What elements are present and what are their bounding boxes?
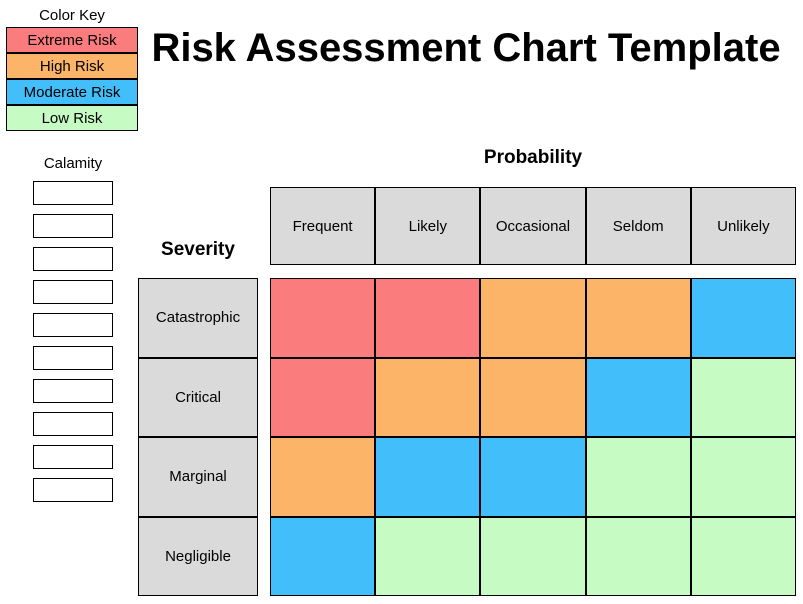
risk-cell-catastrophic-occasional — [480, 278, 586, 358]
color-key-legend: Color Key Extreme Risk High Risk Moderate … — [6, 5, 138, 131]
column-header-seldom: Seldom — [585, 187, 691, 265]
row-header-critical: Critical — [138, 357, 258, 437]
row-header-negligible: Negligible — [138, 516, 258, 596]
risk-cell-negligible-occasional — [480, 516, 586, 596]
risk-cell-catastrophic-seldom — [585, 278, 691, 358]
probability-axis-label: Probability — [483, 147, 583, 168]
probability-header-row: Frequent Likely Occasional Seldom Unlikely — [270, 187, 796, 265]
risk-cell-negligible-unlikely — [690, 516, 796, 596]
risk-cell-catastrophic-unlikely — [690, 278, 796, 358]
risk-cell-critical-unlikely — [690, 357, 796, 437]
row-header-marginal: Marginal — [138, 437, 258, 517]
calamity-box-5[interactable] — [33, 313, 113, 337]
risk-cell-marginal-frequent — [270, 437, 376, 517]
column-header-unlikely: Unlikely — [690, 187, 796, 265]
row-header-catastrophic: Catastrophic — [138, 278, 258, 358]
column-header-occasional: Occasional — [480, 187, 586, 265]
risk-cell-critical-occasional — [480, 357, 586, 437]
severity-axis-label: Severity — [161, 239, 235, 260]
calamity-box-9[interactable] — [33, 445, 113, 469]
calamity-box-2[interactable] — [33, 214, 113, 238]
color-key-title: Color Key — [39, 7, 105, 24]
color-key-items: Extreme Risk High Risk Moderate Risk Low Ri… — [6, 27, 138, 131]
legend-item-low: Low Risk — [6, 105, 138, 131]
risk-cell-negligible-likely — [375, 516, 481, 596]
risk-matrix-grid — [270, 278, 796, 596]
severity-header-column: Catastrophic Critical Marginal Negligible — [138, 278, 258, 596]
risk-cell-catastrophic-frequent — [270, 278, 376, 358]
risk-cell-catastrophic-likely — [375, 278, 481, 358]
risk-cell-critical-seldom — [585, 357, 691, 437]
risk-cell-critical-likely — [375, 357, 481, 437]
calamity-box-4[interactable] — [33, 280, 113, 304]
calamity-box-1[interactable] — [33, 181, 113, 205]
risk-cell-marginal-unlikely — [690, 437, 796, 517]
calamity-box-10[interactable] — [33, 478, 113, 502]
risk-cell-marginal-seldom — [585, 437, 691, 517]
column-header-likely: Likely — [375, 187, 481, 265]
legend-item-extreme: Extreme Risk — [6, 27, 138, 53]
calamity-label: Calamity — [43, 155, 103, 172]
risk-cell-negligible-frequent — [270, 516, 376, 596]
calamity-box-3[interactable] — [33, 247, 113, 271]
legend-item-high: High Risk — [6, 53, 138, 79]
calamity-box-8[interactable] — [33, 412, 113, 436]
risk-cell-critical-frequent — [270, 357, 376, 437]
column-header-frequent: Frequent — [270, 187, 376, 265]
page-title: Risk Assessment Chart Template — [151, 26, 781, 70]
calamity-box-list — [33, 181, 113, 511]
risk-cell-negligible-seldom — [585, 516, 691, 596]
calamity-box-6[interactable] — [33, 346, 113, 370]
risk-cell-marginal-occasional — [480, 437, 586, 517]
risk-cell-marginal-likely — [375, 437, 481, 517]
calamity-box-7[interactable] — [33, 379, 113, 403]
legend-item-moderate: Moderate Risk — [6, 79, 138, 105]
